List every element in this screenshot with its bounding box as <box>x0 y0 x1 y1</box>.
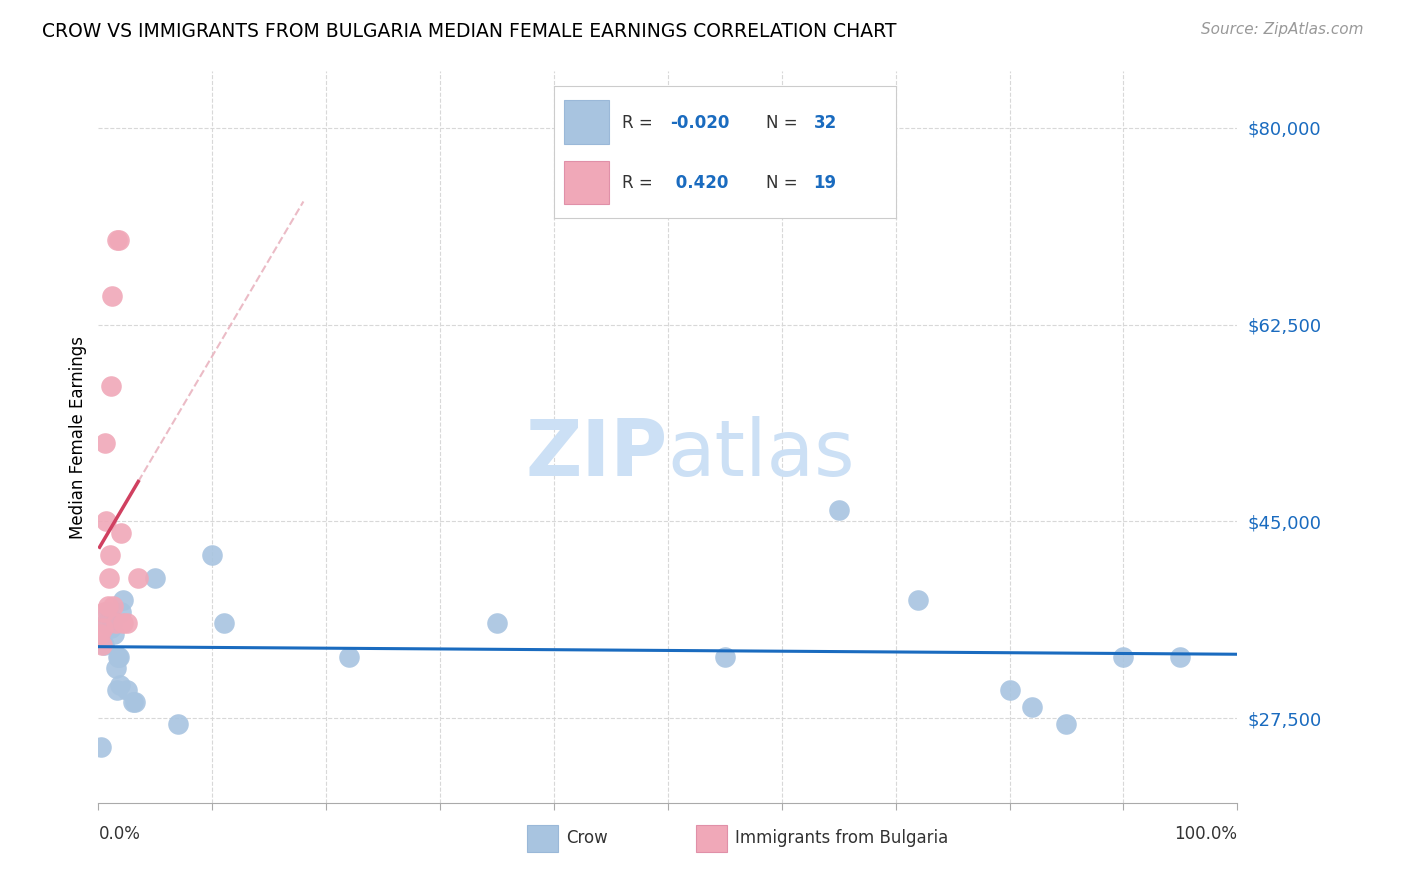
Point <box>907 593 929 607</box>
Point <box>212 615 235 630</box>
Point <box>104 615 127 630</box>
Point <box>93 605 115 619</box>
Point <box>1056 717 1078 731</box>
Point <box>96 615 118 630</box>
Point <box>145 571 167 585</box>
Point <box>337 649 360 664</box>
Text: Source: ZipAtlas.com: Source: ZipAtlas.com <box>1201 22 1364 37</box>
Point <box>105 683 128 698</box>
Point <box>89 627 111 641</box>
Text: Crow: Crow <box>567 830 609 847</box>
Point <box>201 548 224 562</box>
Text: 100.0%: 100.0% <box>1174 825 1237 843</box>
Point <box>167 717 190 731</box>
Point <box>93 638 115 652</box>
Point <box>98 548 121 562</box>
Point <box>108 233 131 247</box>
Point <box>1170 649 1192 664</box>
Point <box>103 627 125 641</box>
Point <box>96 515 118 529</box>
Point <box>486 615 509 630</box>
Point <box>90 638 112 652</box>
Point <box>91 621 114 635</box>
Point <box>101 615 124 630</box>
Point <box>98 610 121 624</box>
Point <box>90 739 112 754</box>
Point <box>104 661 127 675</box>
Point <box>108 678 131 692</box>
Point <box>105 233 128 247</box>
Point <box>124 694 146 708</box>
Point <box>94 435 117 450</box>
Text: atlas: atlas <box>668 416 855 492</box>
Point <box>998 683 1021 698</box>
Point <box>127 571 149 585</box>
Point <box>101 289 124 303</box>
Point <box>828 503 851 517</box>
Point <box>714 649 737 664</box>
Point <box>97 571 120 585</box>
Point <box>115 615 138 630</box>
Point <box>107 649 129 664</box>
Point <box>96 605 118 619</box>
Point <box>103 599 125 613</box>
Y-axis label: Median Female Earnings: Median Female Earnings <box>69 335 87 539</box>
Point <box>1112 649 1135 664</box>
Point <box>110 605 132 619</box>
Point <box>96 599 118 613</box>
Point <box>100 621 122 635</box>
Text: ZIP: ZIP <box>526 416 668 492</box>
Point <box>112 615 135 630</box>
Text: Immigrants from Bulgaria: Immigrants from Bulgaria <box>735 830 949 847</box>
Point <box>112 593 135 607</box>
Text: 0.0%: 0.0% <box>98 825 141 843</box>
Point <box>121 694 143 708</box>
Text: CROW VS IMMIGRANTS FROM BULGARIA MEDIAN FEMALE EARNINGS CORRELATION CHART: CROW VS IMMIGRANTS FROM BULGARIA MEDIAN … <box>42 22 897 41</box>
Point <box>100 379 122 393</box>
Point <box>110 525 132 540</box>
Point <box>1021 700 1043 714</box>
Point <box>108 649 131 664</box>
Point <box>115 683 138 698</box>
